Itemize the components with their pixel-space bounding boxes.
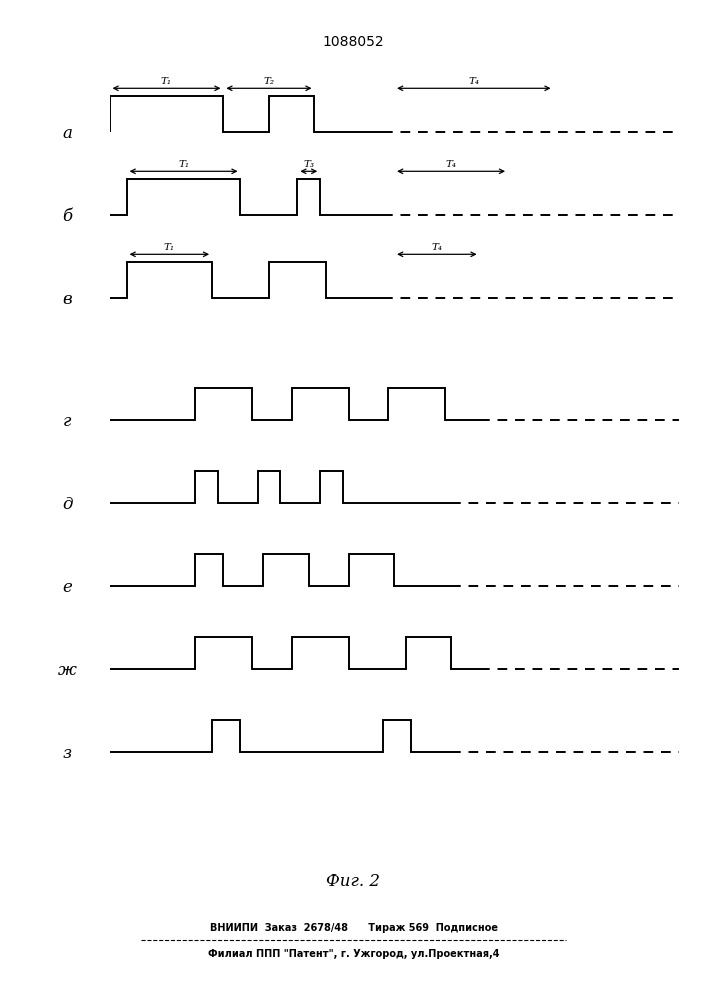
Text: T₁: T₁ [164,243,175,252]
Text: ж: ж [58,662,76,679]
Text: ВНИИПИ  Заказ  2678/48      Тираж 569  Подписное: ВНИИПИ Заказ 2678/48 Тираж 569 Подписное [209,923,498,933]
Text: T₃: T₃ [303,160,315,169]
Text: 1088052: 1088052 [322,35,385,49]
Text: е: е [62,579,72,596]
Text: д: д [62,496,72,513]
Text: T₁: T₁ [161,77,172,86]
Text: T₄: T₄ [431,243,443,252]
Text: T₂: T₂ [264,77,274,86]
Text: T₄: T₄ [445,160,457,169]
Text: а: а [62,125,72,142]
Text: з: з [63,745,71,762]
Text: T₄: T₄ [468,77,479,86]
Text: г: г [63,413,71,430]
Text: Фиг. 2: Фиг. 2 [327,874,380,890]
Text: б: б [62,208,72,225]
Text: Филиал ППП "Патент", г. Ужгород, ул.Проектная,4: Филиал ППП "Патент", г. Ужгород, ул.Прое… [208,949,499,959]
Text: в: в [62,291,72,308]
Text: T₁: T₁ [178,160,189,169]
